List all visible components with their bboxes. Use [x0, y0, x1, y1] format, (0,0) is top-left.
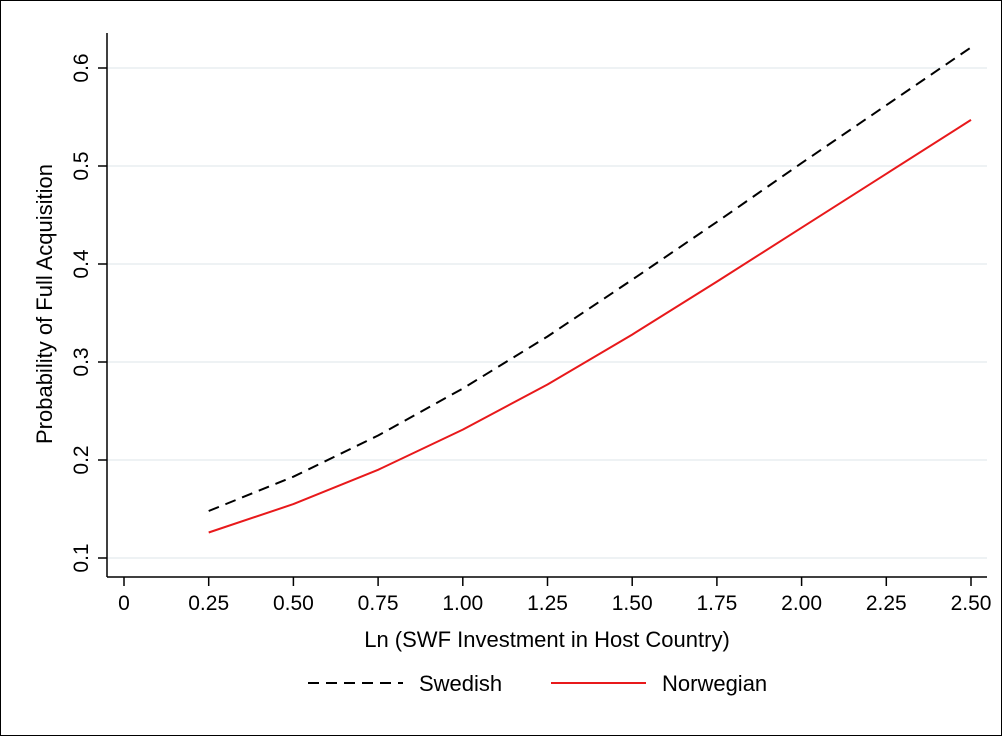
- y-tick-label: 0.2: [70, 445, 93, 474]
- x-tick-label: 0.75: [358, 592, 399, 615]
- y-tick-label: 0.4: [70, 249, 93, 279]
- x-tick-label: 2.00: [781, 592, 822, 615]
- x-tick-label: 2.50: [951, 592, 992, 615]
- x-tick-label: 1.25: [527, 592, 568, 615]
- series-lines: [208, 46, 972, 534]
- x-axis-title: Ln (SWF Investment in Host Country): [364, 627, 730, 652]
- x-tick-label: 0.50: [273, 592, 314, 615]
- y-tick-label: 0.1: [70, 543, 93, 572]
- y-tick-label: 0.5: [70, 151, 93, 180]
- x-tick-label: 0: [118, 592, 130, 615]
- series-line-norwegian: [208, 119, 972, 534]
- x-tick-label: 0.25: [188, 592, 229, 615]
- y-ticks: 0.1 0.2 0.3 0.4 0.5 0.6: [70, 53, 107, 573]
- axes: [106, 33, 987, 578]
- y-tick-label: 0.3: [70, 347, 93, 376]
- legend-label-norwegian: Norwegian: [662, 671, 767, 696]
- gridlines: [107, 67, 987, 559]
- x-tick-label: 2.25: [866, 592, 907, 615]
- x-tick-label: 1.50: [612, 592, 653, 615]
- y-axis-title: Probability of Full Acquisition: [32, 164, 57, 444]
- x-ticks: 0 0.25 0.50 0.75 1.00 1.25 1.50 1.75 2.00 2.25 2.5…: [118, 577, 991, 615]
- legend-label-swedish: Swedish: [419, 671, 502, 696]
- legend: Swedish Norwegian: [308, 671, 767, 696]
- series-line-swedish: [208, 46, 972, 512]
- x-tick-label: 1.75: [696, 592, 737, 615]
- x-tick-label: 1.00: [442, 592, 483, 615]
- y-tick-label: 0.6: [70, 53, 93, 82]
